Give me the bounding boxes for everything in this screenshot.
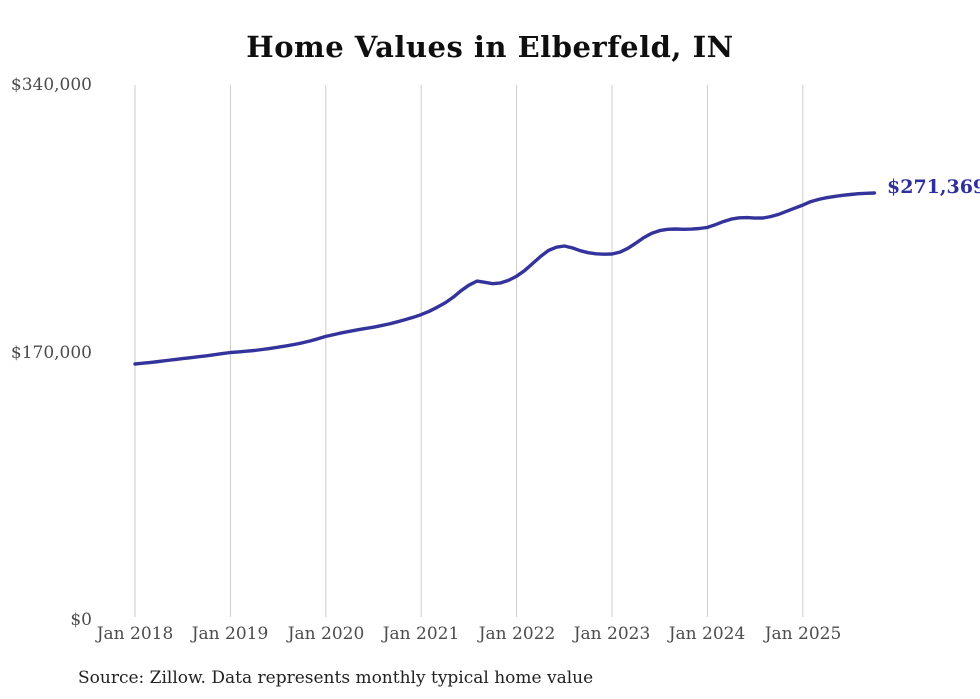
y-tick-label: $170,000 — [10, 343, 92, 363]
x-tick-label: Jan 2021 — [382, 624, 460, 644]
chart-title: Home Values in Elberfeld, IN — [246, 30, 734, 64]
y-tick-label: $340,000 — [10, 75, 92, 95]
x-tick-label: Jan 2020 — [287, 624, 365, 644]
x-tick-label: Jan 2022 — [478, 624, 556, 644]
x-tick-label: Jan 2018 — [96, 624, 174, 644]
x-tick-label: Jan 2019 — [191, 624, 269, 644]
x-tick-label: Jan 2025 — [764, 624, 842, 644]
y-tick-label: $0 — [70, 610, 92, 630]
end-value-label: $271,369 — [887, 176, 980, 198]
source-note: Source: Zillow. Data represents monthly … — [78, 668, 594, 688]
x-tick-label: Jan 2024 — [668, 624, 746, 644]
home-value-line — [133, 191, 877, 366]
x-tick-label: Jan 2023 — [573, 624, 651, 644]
